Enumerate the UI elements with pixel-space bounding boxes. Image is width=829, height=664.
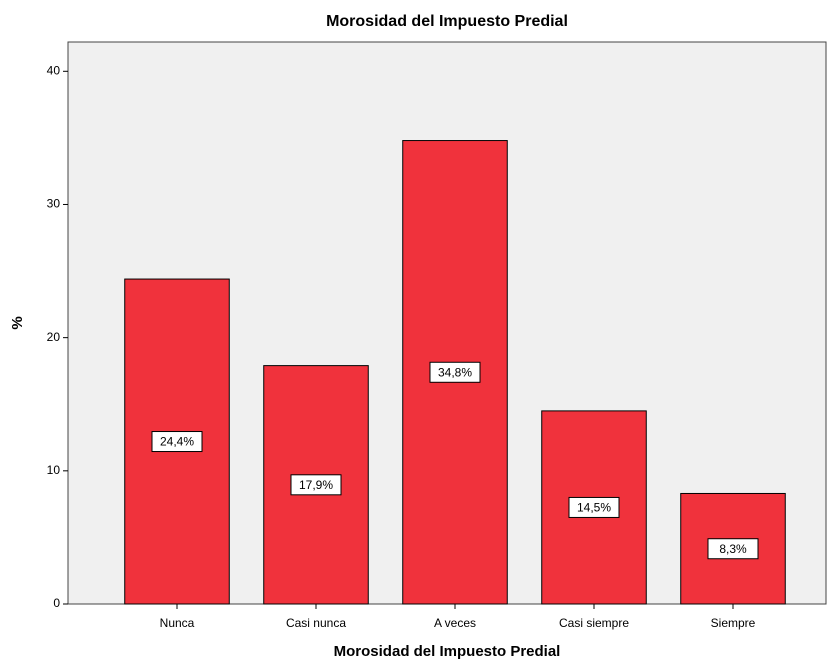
value-label-box bbox=[429, 361, 481, 383]
y-tick-label: 20 bbox=[47, 330, 61, 344]
value-label: 34,8% bbox=[438, 365, 472, 379]
value-label: 14,5% bbox=[577, 501, 611, 515]
y-tick-label: 30 bbox=[47, 197, 61, 211]
y-tick-label: 10 bbox=[47, 463, 61, 477]
y-tick-label: 0 bbox=[53, 596, 60, 610]
value-label-box bbox=[151, 431, 203, 453]
x-tick-label: Nunca bbox=[160, 616, 195, 630]
chart-title: Morosidad del Impuesto Predial bbox=[326, 13, 568, 30]
value-label: 24,4% bbox=[160, 435, 194, 449]
y-tick-label: 40 bbox=[47, 63, 61, 77]
x-tick-label: A veces bbox=[434, 616, 476, 630]
x-tick-label: Casi siempre bbox=[559, 616, 629, 630]
value-label-box bbox=[290, 474, 342, 496]
value-label: 8,3% bbox=[719, 542, 747, 556]
value-label-box bbox=[707, 538, 759, 560]
x-tick-label: Casi nunca bbox=[286, 616, 346, 630]
value-label-box bbox=[568, 496, 620, 518]
y-axis-label: % bbox=[9, 316, 26, 329]
x-tick-label: Siempre bbox=[711, 616, 756, 630]
value-label: 17,9% bbox=[299, 478, 333, 492]
x-axis-label: Morosidad del Impuesto Predial bbox=[334, 643, 561, 660]
